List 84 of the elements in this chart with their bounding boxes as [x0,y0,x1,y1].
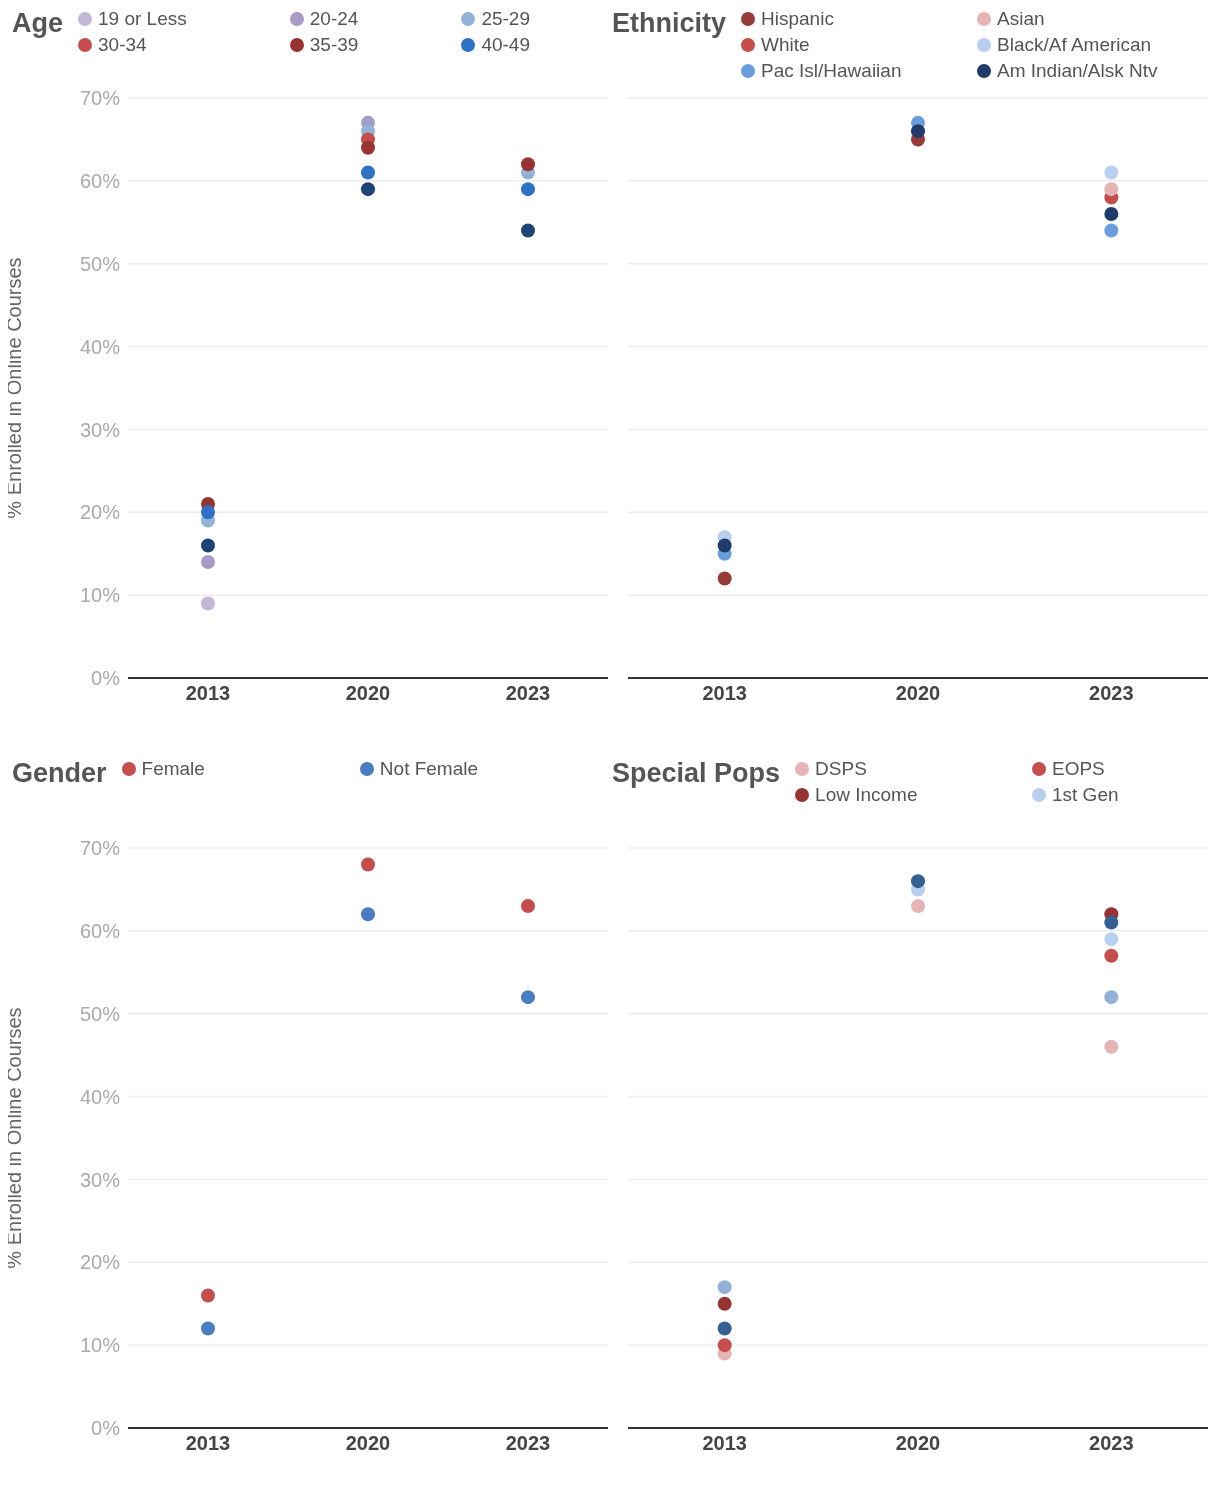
y-tick-label: 70% [79,837,121,860]
x-tick-label: 2013 [702,1432,747,1455]
y-tick-label: 20% [79,501,121,524]
point [717,571,732,586]
point [1104,990,1119,1005]
y-tick-label: 30% [79,418,121,441]
legend-label: Black/Af American [996,34,1152,56]
point [717,1280,732,1295]
point [1104,1039,1119,1054]
y-tick-label: 50% [79,252,121,275]
legend-label: Asian [996,8,1045,30]
legend-label: 30-34 [98,34,147,56]
legend-label: DSPS [815,758,867,780]
y-tick-label: 30% [79,1168,121,1191]
point [201,596,215,611]
y-tick-label: 50% [79,1002,121,1025]
legend-label: Hispanic [761,8,834,30]
legend-label: Pac Isl/Hawaiian [761,60,902,82]
point [911,899,925,913]
point [361,907,375,922]
x-tick-label: 2023 [505,1432,551,1455]
point [911,874,925,889]
point [1104,207,1119,221]
legend-label: White [761,34,810,56]
point [1104,165,1119,180]
chart-title: Special Pops [612,758,781,789]
x-tick-label: 2020 [895,1432,941,1455]
y-tick-label: 60% [79,169,121,192]
point [1104,915,1119,930]
x-tick-label: 2013 [702,682,747,705]
y-tick-label: 0% [91,667,121,690]
x-tick-label: 2020 [895,682,941,705]
y-tick-label: 10% [79,584,121,607]
point [361,182,375,197]
point [201,1288,215,1303]
legend-label: 25-29 [481,8,530,30]
legend-label: 35-39 [309,34,359,56]
x-tick-label: 2020 [345,682,391,705]
point [521,182,535,197]
point [201,1321,215,1336]
x-tick-label: 2013 [185,682,231,705]
y-tick-label: 40% [79,1085,121,1108]
point [361,165,375,180]
x-tick-label: 2023 [505,682,551,705]
point [1104,948,1119,963]
chart-title: Age [12,8,64,39]
legend-label: 40-49 [481,34,530,56]
point [717,1338,732,1353]
point [717,538,732,553]
point [201,555,215,569]
point [201,505,215,520]
y-tick-label: 10% [79,1334,121,1357]
x-tick-label: 2023 [1089,682,1134,705]
y-tick-label: 0% [91,1417,121,1440]
legend-label: 1st Gen [1051,784,1119,806]
y-tick-label: 20% [79,1251,121,1274]
point [717,1296,732,1311]
point [911,124,925,139]
point [1104,182,1119,197]
point [361,857,375,872]
point [1104,932,1119,947]
point [521,899,535,913]
legend-label: Low Income [815,784,918,806]
legend-label: Not Female [379,758,479,780]
point [521,223,535,238]
x-tick-label: 2020 [345,1432,391,1455]
point [521,990,535,1005]
legend-label: 20-24 [309,8,359,30]
point [361,140,375,155]
chart-title: Gender [12,758,107,789]
legend-label: EOPS [1051,758,1105,780]
point [1104,223,1119,238]
y-tick-label: 40% [79,335,121,358]
y-tick-label: 70% [79,87,121,110]
legend-label: 19 or Less [98,8,187,30]
point [201,538,215,553]
x-tick-label: 2023 [1089,1432,1134,1455]
legend-label: Am Indian/Alsk Ntv [996,60,1158,82]
x-tick-label: 2013 [185,1432,231,1455]
chart-title: Ethnicity [612,8,727,39]
point [717,1321,732,1336]
legend-label: Female [141,758,205,780]
y-tick-label: 60% [79,919,121,942]
point [521,157,535,172]
